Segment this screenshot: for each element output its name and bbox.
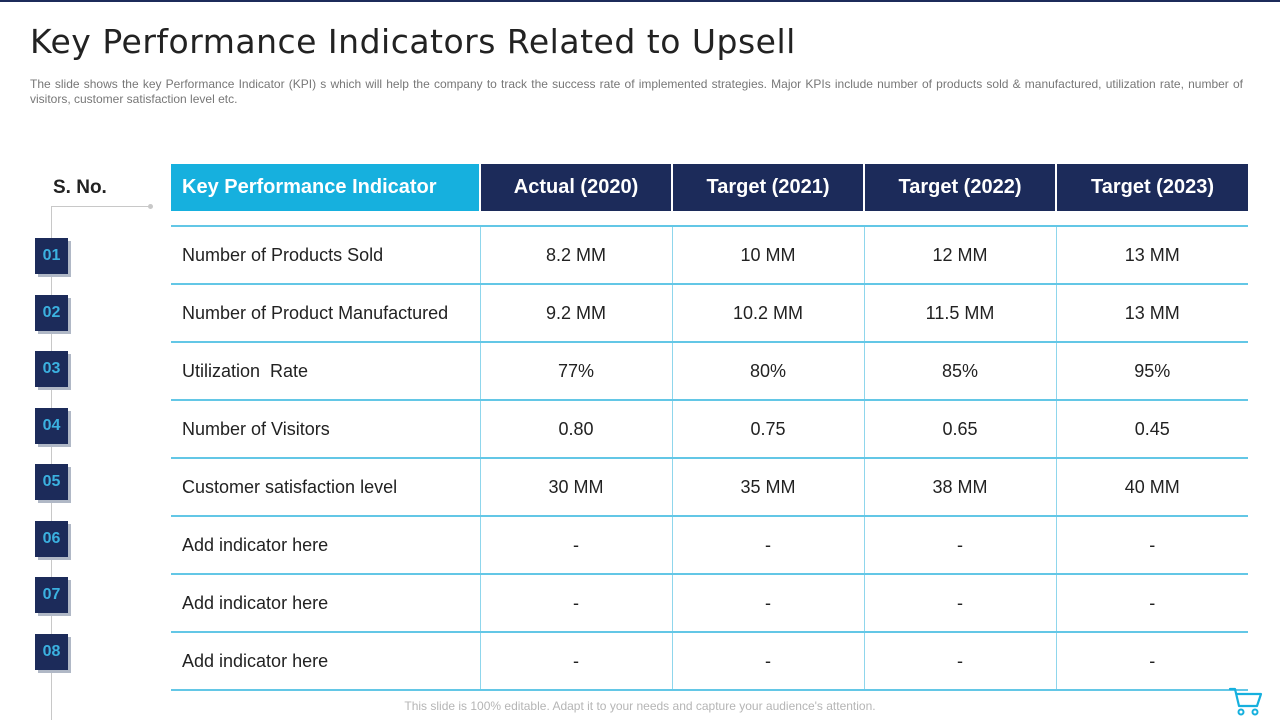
table-cell: 13 MM <box>1055 225 1248 284</box>
serial-number-badge: 02 <box>35 295 68 331</box>
table-cell: - <box>671 573 864 632</box>
kpi-name-cell: Add indicator here <box>171 515 480 574</box>
kpi-table: Key Performance Indicator Actual (2020) … <box>171 164 1248 691</box>
table-cell: - <box>863 631 1056 691</box>
table-row: Add indicator here - - - - <box>171 515 1248 574</box>
column-header-actual-2020: Actual (2020) <box>480 164 673 211</box>
table-row: Number of Visitors 0.80 0.75 0.65 0.45 <box>171 399 1248 458</box>
table-cell: 12 MM <box>863 225 1056 284</box>
table-cell: - <box>1055 573 1248 632</box>
table-cell: - <box>479 573 672 632</box>
table-cell: - <box>671 515 864 574</box>
table-cell: 0.65 <box>863 399 1056 458</box>
table-row: Add indicator here - - - - <box>171 631 1248 691</box>
table-row: Number of Products Sold 8.2 MM 10 MM 12 … <box>171 225 1248 284</box>
serial-number-badge: 01 <box>35 238 68 274</box>
table-cell: 0.75 <box>671 399 864 458</box>
kpi-name-cell: Number of Product Manufactured <box>171 283 480 342</box>
column-header-kpi: Key Performance Indicator <box>171 164 481 211</box>
table-cell: - <box>671 631 864 691</box>
table-row: Number of Product Manufactured 9.2 MM 10… <box>171 283 1248 342</box>
kpi-name-cell: Add indicator here <box>171 631 480 691</box>
table-cell: 11.5 MM <box>863 283 1056 342</box>
serial-number-badge: 05 <box>35 464 68 500</box>
serial-number-badge: 06 <box>35 521 68 557</box>
table-cell: 0.80 <box>479 399 672 458</box>
page-subtitle: The slide shows the key Performance Indi… <box>30 77 1243 106</box>
column-header-target-2023: Target (2023) <box>1056 164 1248 211</box>
top-border-line <box>0 0 1280 2</box>
table-cell: 40 MM <box>1055 457 1248 516</box>
serial-number-label: S. No. <box>53 177 107 198</box>
table-cell: 35 MM <box>671 457 864 516</box>
footer-note: This slide is 100% editable. Adapt it to… <box>404 699 876 713</box>
table-cell: - <box>1055 631 1248 691</box>
table-row: Add indicator here - - - - <box>171 573 1248 632</box>
table-cell: 9.2 MM <box>479 283 672 342</box>
table-cell: - <box>479 515 672 574</box>
serial-connector-line <box>51 206 150 207</box>
table-cell: - <box>863 573 1056 632</box>
table-row: Customer satisfaction level 30 MM 35 MM … <box>171 457 1248 516</box>
table-cell: 80% <box>671 341 864 400</box>
serial-number-badge: 08 <box>35 634 68 670</box>
table-cell: 10 MM <box>671 225 864 284</box>
table-cell: 95% <box>1055 341 1248 400</box>
column-header-target-2021: Target (2021) <box>672 164 865 211</box>
table-cell: - <box>863 515 1056 574</box>
table-cell: 30 MM <box>479 457 672 516</box>
kpi-name-cell: Number of Visitors <box>171 399 480 458</box>
serial-number-badge: 07 <box>35 577 68 613</box>
column-header-target-2022: Target (2022) <box>864 164 1057 211</box>
serial-connector-dot <box>148 204 153 209</box>
table-header-row: Key Performance Indicator Actual (2020) … <box>171 164 1248 211</box>
table-cell: 85% <box>863 341 1056 400</box>
table-cell: 77% <box>479 341 672 400</box>
table-cell: 38 MM <box>863 457 1056 516</box>
table-row: Utilization Rate 77% 80% 85% 95% <box>171 341 1248 400</box>
table-cell: - <box>1055 515 1248 574</box>
kpi-name-cell: Utilization Rate <box>171 341 480 400</box>
serial-number-badge: 04 <box>35 408 68 444</box>
table-cell: 10.2 MM <box>671 283 864 342</box>
serial-timeline-line <box>51 206 52 720</box>
kpi-name-cell: Customer satisfaction level <box>171 457 480 516</box>
table-cell: 13 MM <box>1055 283 1248 342</box>
table-cell: - <box>479 631 672 691</box>
kpi-name-cell: Add indicator here <box>171 573 480 632</box>
kpi-name-cell: Number of Products Sold <box>171 225 480 284</box>
page-title: Key Performance Indicators Related to Up… <box>30 22 796 61</box>
table-cell: 0.45 <box>1055 399 1248 458</box>
shopping-cart-icon <box>1228 687 1263 716</box>
table-cell: 8.2 MM <box>479 225 672 284</box>
serial-number-badge: 03 <box>35 351 68 387</box>
